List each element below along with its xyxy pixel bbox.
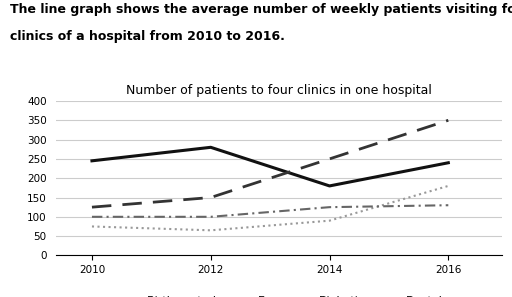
Title: Number of patients to four clinics in one hospital: Number of patients to four clinics in on…: [126, 84, 432, 97]
Legend: Birth control, Eye, Diabetic, Dental: Birth control, Eye, Diabetic, Dental: [111, 292, 447, 297]
Text: clinics of a hospital from 2010 to 2016.: clinics of a hospital from 2010 to 2016.: [10, 30, 285, 43]
Text: The line graph shows the average number of weekly patients visiting four: The line graph shows the average number …: [10, 3, 512, 16]
